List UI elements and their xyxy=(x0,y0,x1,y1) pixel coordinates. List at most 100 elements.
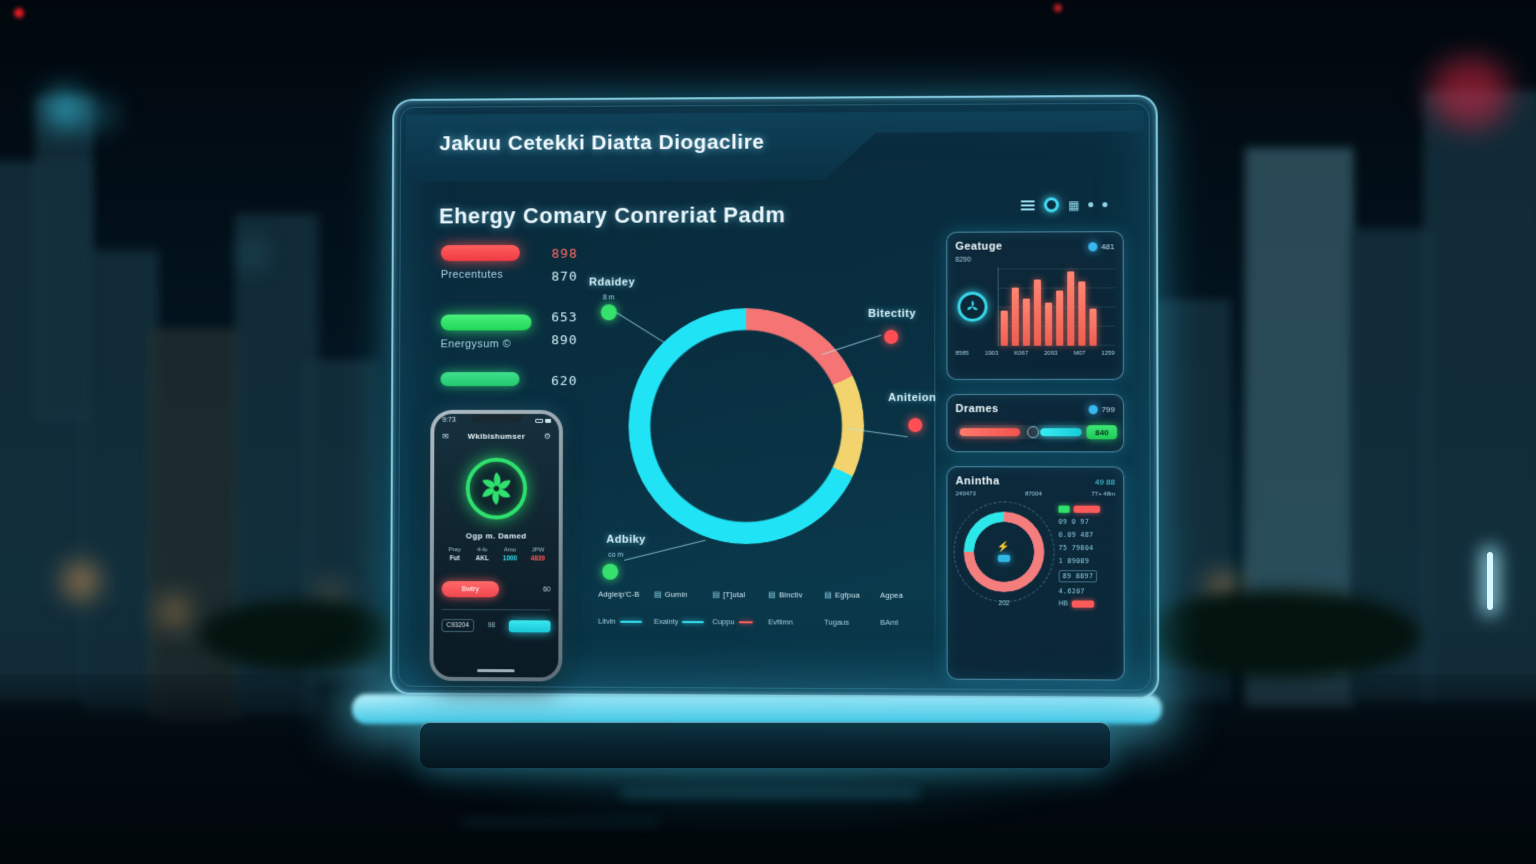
phone-status-bar: 9:73 xyxy=(442,417,552,424)
legend-item-label: Evfiimn xyxy=(768,617,793,627)
callout-dot-green[interactable] xyxy=(602,563,619,580)
legend-item-label: Adgieip'C-B xyxy=(598,589,640,599)
dot-icon[interactable] xyxy=(1102,202,1108,208)
stat-pill-red[interactable] xyxy=(440,244,520,262)
phone-footer-chip[interactable]: C93204 xyxy=(441,618,474,633)
gear-icon[interactable]: ⚙ xyxy=(543,431,552,441)
legend-item-bottom[interactable]: Exainty xyxy=(654,617,705,626)
donut-chart[interactable] xyxy=(628,307,865,545)
gauge-metrics-list: 09 0 97 0.09 487 75 79804 1 89089 89 8897 4.6… xyxy=(1058,504,1115,615)
bar xyxy=(1000,310,1008,346)
trees xyxy=(200,600,400,670)
doc-icon: ▤ xyxy=(768,589,776,599)
phone-battery-icon xyxy=(535,417,552,424)
phone-stat-label: JPW xyxy=(531,547,545,554)
stat-label: Precentutes xyxy=(440,268,504,281)
pedestal-glow xyxy=(352,694,1162,724)
legend-item-label: Cuppu xyxy=(712,617,735,627)
phone-footer-value: 98 xyxy=(487,622,495,630)
mail-icon[interactable]: ✉ xyxy=(442,431,449,441)
bar xyxy=(1089,308,1097,346)
x-tick-label: 8585 xyxy=(955,350,969,357)
callout-dot-red[interactable] xyxy=(884,329,899,344)
legend-item-bottom[interactable]: BAml xyxy=(880,618,928,627)
record-ring-icon[interactable] xyxy=(1043,197,1060,213)
phone-cyan-button[interactable] xyxy=(508,619,551,632)
phone-red-button[interactable]: Bwtry xyxy=(441,581,500,598)
metric-row: 89 8897 xyxy=(1058,570,1098,583)
spire-glow-cyan xyxy=(48,92,82,126)
x-tick-label: 1259 xyxy=(1101,350,1115,357)
trees xyxy=(1140,590,1420,680)
bar xyxy=(1033,279,1042,346)
phone-stat-label: Amo xyxy=(503,547,517,554)
bar-chart[interactable] xyxy=(997,267,1115,346)
legend-item-label: Agpea xyxy=(880,590,904,600)
phone-header: ✉ Wkibishumser ⚙ xyxy=(442,432,551,441)
card-title: Geatuge xyxy=(955,240,1003,253)
home-indicator[interactable] xyxy=(476,669,515,673)
legend-item-label: Binctiv xyxy=(778,590,803,600)
page-title: Jakuu Cetekki Diatta Diogaclire xyxy=(439,130,765,156)
donut-chart-wrap xyxy=(628,307,865,545)
gauge-center: ⚡ xyxy=(964,512,1045,593)
phone-mockup: 9:73 ✉ Wkibishumser ⚙ xyxy=(429,409,563,682)
legend-item-bottom[interactable]: Tugaus xyxy=(824,618,872,627)
legend-item-top[interactable]: Agpea xyxy=(880,591,928,600)
bar xyxy=(1078,281,1086,346)
legend-item-top[interactable]: ▤ [T]utal xyxy=(712,590,760,600)
last-row-red-pill[interactable] xyxy=(1071,600,1095,608)
callout-dot-red[interactable] xyxy=(908,418,923,433)
slider-green-badge[interactable]: 840 xyxy=(1086,425,1118,440)
legend-item-label: Litvin xyxy=(598,616,616,626)
legend-item-top[interactable]: Adgieip'C-B xyxy=(598,590,646,599)
bar xyxy=(1045,302,1053,346)
doc-icon: ▤ xyxy=(653,589,662,599)
card-anintha: Anintha 49 88 240473 87004 77+ 48m ⚡ 202 xyxy=(946,466,1125,681)
divider xyxy=(934,231,936,680)
legend-item-bottom[interactable]: Litvin xyxy=(598,617,646,626)
range-slider[interactable]: 840 xyxy=(955,425,1118,440)
stat-pill-green[interactable] xyxy=(440,372,520,387)
menu-icon[interactable] xyxy=(1020,199,1035,210)
phone-stat: Amo 1000 xyxy=(496,547,524,562)
slider-knob[interactable] xyxy=(1027,426,1040,439)
grid-icon[interactable]: ▦ xyxy=(1068,197,1080,212)
slider-red-fill xyxy=(959,428,1021,437)
dot-icon[interactable] xyxy=(1088,202,1094,208)
red-dash-mark xyxy=(738,620,753,623)
callout-label: Aniteion xyxy=(888,391,937,405)
bolt-icon: ⚡ xyxy=(997,541,1011,553)
bokeh xyxy=(66,566,96,596)
legend-item-bottom[interactable]: Cuppu xyxy=(712,617,760,626)
legend-item-top[interactable]: ▤ Binctiv xyxy=(768,589,816,600)
building xyxy=(1424,90,1536,700)
sub-label: 240473 xyxy=(955,491,976,498)
legend-row xyxy=(1058,505,1115,513)
legend-item-top[interactable]: ▤ Egfpua xyxy=(824,589,872,600)
phone-stat-value: 4839 xyxy=(530,555,545,563)
legend-item-label: [T]utal xyxy=(723,590,746,600)
legend-item-top[interactable]: ▤ Gumin xyxy=(653,589,704,599)
stat-pill-green[interactable] xyxy=(440,314,532,331)
phone-stat-label: Pray xyxy=(448,547,461,554)
legend-item-bottom[interactable]: Evfiimn xyxy=(768,617,816,626)
phone-section-title: Ogp m. Damed xyxy=(465,531,527,541)
list-last-row: HB xyxy=(1059,600,1116,608)
legend-item-label: Egfpua xyxy=(834,590,861,600)
building xyxy=(36,96,94,416)
callout-dot-green[interactable] xyxy=(600,304,617,321)
building xyxy=(84,250,158,710)
bar xyxy=(1022,298,1030,346)
stat-value: 890 xyxy=(551,333,578,349)
phone-stat-label: 4-fo xyxy=(477,547,488,554)
bar xyxy=(1067,271,1075,346)
doc-icon: ▤ xyxy=(824,589,832,600)
phone-app-title: Wkibishumser xyxy=(467,431,526,441)
metric-row: 4.6207 xyxy=(1058,587,1085,596)
phone-footer: C93204 98 xyxy=(441,618,551,633)
cyan-line-mark xyxy=(619,620,642,623)
stat-value: 898 xyxy=(551,246,578,262)
metric-row: 75 79804 xyxy=(1058,543,1094,553)
status-dot-blue xyxy=(1088,404,1098,414)
